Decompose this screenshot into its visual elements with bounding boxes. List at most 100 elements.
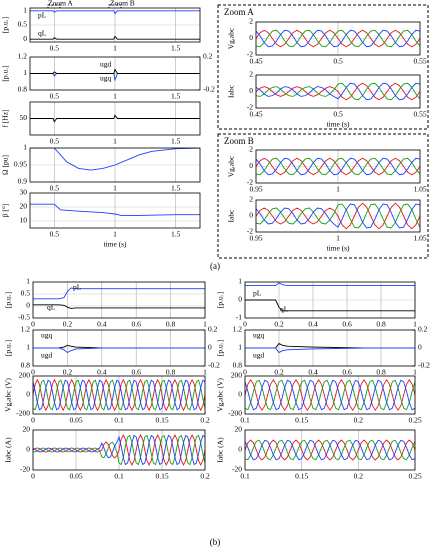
x-tick-label: 0.25: [408, 416, 421, 425]
x-tick-label: 1: [113, 137, 117, 146]
x-tick-label: 1: [203, 320, 207, 329]
caption-b: (b): [210, 537, 221, 547]
y-tick-label: 20: [23, 425, 31, 434]
y-tick-label: 2: [249, 17, 253, 26]
y-tick-label: -2: [247, 178, 253, 187]
y-axis-label: Iabc: [227, 209, 236, 223]
y2-tick-label: -0.2: [208, 361, 220, 370]
x-tick-label: 0.2: [63, 368, 73, 377]
x-tick-label: 0.2: [354, 416, 364, 425]
x-tick-label: 0.15: [295, 472, 308, 481]
y-tick-label: 1: [26, 343, 30, 352]
series-line: [33, 434, 205, 466]
series-line: [256, 157, 420, 176]
x-tick-label: 0.1: [114, 472, 124, 481]
series-line: [245, 439, 415, 461]
x-tick-label: 0.2: [200, 416, 210, 425]
series-line: [33, 347, 205, 354]
series-line: [256, 82, 420, 101]
zoom-b-frame: [217, 133, 429, 259]
y-tick-label: -1: [236, 313, 242, 322]
x-tick-label: 0.15: [155, 416, 168, 425]
annotation: Zoom B: [110, 0, 135, 8]
x-tick-label: 0.5: [50, 44, 60, 53]
series-label: ugd: [100, 60, 112, 69]
plot-frame: [255, 199, 421, 233]
y-tick-label: 2: [249, 145, 253, 154]
y2-tick-label: -0.2: [418, 361, 430, 370]
y-tick-label: 20: [20, 202, 28, 211]
y-tick-label: 20: [235, 425, 243, 434]
y-tick-label: 2: [249, 195, 253, 204]
x-tick-label: 0.2: [354, 472, 364, 481]
x-tick-label: 0.1: [240, 472, 250, 481]
x-tick-label: 0.55: [413, 57, 426, 66]
y-tick-label: 1: [238, 277, 242, 286]
x-tick-label: 0.15: [295, 416, 308, 425]
x-tick-label: 0.2: [200, 472, 210, 481]
y-tick-label: 0: [26, 390, 30, 399]
y-tick-label: 0: [26, 445, 30, 454]
plot-frame: [255, 74, 421, 109]
x-tick-label: 0.8: [166, 320, 176, 329]
x-axis-label: time (s): [326, 120, 350, 129]
x-tick-label: 0: [31, 368, 35, 377]
y2-tick-label: 0: [418, 343, 422, 352]
x-tick-label: 1: [203, 368, 207, 377]
zoom-a-frame: [217, 4, 429, 130]
x-tick-label: 0.5: [50, 184, 60, 193]
y-axis-label: Vg,abc: [227, 155, 236, 177]
series-line: [256, 29, 420, 48]
plot-frame: [29, 147, 201, 183]
zoom-a-title: Zoom A: [224, 7, 254, 17]
x-tick-label: 1.5: [171, 92, 181, 101]
zoom-b-title: Zoom B: [224, 136, 254, 146]
x-tick-label: 1.5: [171, 184, 181, 193]
x-tick-label: 1: [336, 185, 340, 194]
series-label: ugq: [41, 331, 53, 340]
plot-frame: [244, 281, 416, 319]
y-tick-label: 1: [238, 343, 242, 352]
y-tick-label: 200: [231, 371, 243, 380]
y-tick-label: 200: [19, 371, 31, 380]
x-tick-label: 0.15: [155, 472, 168, 481]
y2-tick-label: 0.2: [203, 52, 213, 61]
x-tick-label: 0.5: [50, 230, 60, 239]
y-axis-label: Ω [pu]: [1, 155, 10, 175]
x-tick-label: 1.5: [171, 44, 181, 53]
series-line: [256, 82, 420, 101]
x-tick-label: 0.6: [342, 368, 352, 377]
x-tick-label: 0: [31, 416, 35, 425]
series-line: [33, 287, 205, 300]
y-tick-label: 50: [20, 113, 28, 122]
y-tick-label: 1: [23, 143, 27, 152]
x-tick-label: 0.1: [240, 416, 250, 425]
series-line: [256, 82, 420, 101]
plot-frame: [255, 149, 421, 184]
y-tick-label: 1: [23, 68, 27, 77]
series-line: [33, 433, 205, 467]
x-axis-label: time (s): [103, 240, 127, 249]
series-line: [256, 157, 420, 176]
plot-area: [33, 282, 205, 318]
plot-frame: [32, 429, 206, 471]
series-line: [256, 157, 420, 176]
series-line: [33, 379, 205, 411]
y2-tick-label: 0.2: [418, 325, 428, 334]
series-line: [256, 203, 420, 229]
series-line: [245, 347, 415, 354]
x-tick-label: 0.6: [132, 320, 142, 329]
x-tick-label: 1: [336, 234, 340, 243]
y-tick-label: -200: [228, 409, 242, 418]
y-axis-label: Vg,abc (V): [4, 378, 13, 412]
x-tick-label: 0.05: [69, 472, 82, 481]
x-tick-label: 0.55: [413, 110, 426, 119]
y-tick-label: 0: [249, 86, 253, 95]
x-tick-label: 1: [113, 92, 117, 101]
y-tick-label: 30: [20, 188, 28, 197]
series-line: [256, 29, 420, 48]
y-tick-label: 0.95: [14, 160, 27, 169]
series-label: ugd: [253, 351, 265, 360]
series-line: [30, 10, 200, 15]
plot-frame: [32, 375, 206, 415]
